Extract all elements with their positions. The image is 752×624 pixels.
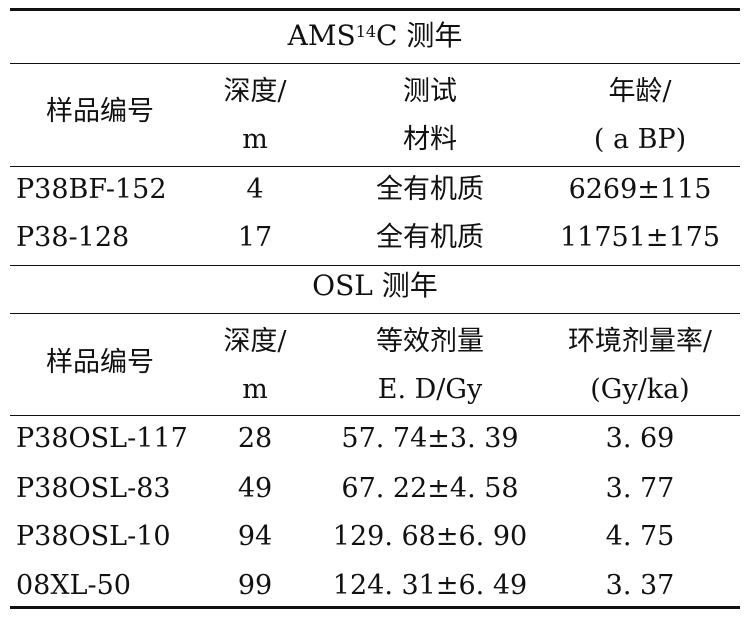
osl-title-top-rule: [10, 265, 740, 266]
table-row-age: 6269±115: [568, 174, 712, 205]
table-row-material: 全有机质: [376, 222, 484, 253]
osl-header-depth-1: 深度/: [223, 326, 287, 357]
table-row-sample: P38-128: [16, 222, 130, 253]
ams-header-age-2: ( a BP): [593, 124, 687, 155]
top-rule: [10, 8, 740, 11]
table-row-depth: 99: [237, 570, 273, 601]
table-row-depth: 94: [237, 521, 273, 552]
ams-title-prefix: AMS: [287, 19, 356, 52]
ams-title-superscript: 14: [355, 22, 377, 41]
table-row-depth: 17: [237, 222, 273, 253]
ams-header-material-1: 测试: [403, 76, 457, 107]
table-row-ed: 124. 31±6. 49: [332, 570, 528, 601]
table-row-rate: 3. 77: [605, 473, 675, 504]
ams-header-depth-1: 深度/: [223, 76, 287, 107]
table-row-sample: P38OSL-83: [16, 473, 171, 504]
table-row-sample: P38BF-152: [16, 174, 167, 205]
table-row-material: 全有机质: [376, 174, 484, 205]
ams-title-rule: [10, 63, 740, 64]
table-row-ed: 129. 68±6. 90: [332, 521, 528, 552]
osl-header-rule: [10, 415, 740, 416]
osl-header-ed-1: 等效剂量: [376, 326, 484, 357]
table-row-depth: 28: [237, 423, 273, 454]
ams-header-age-1: 年龄/: [608, 76, 672, 107]
osl-header-rate-2: (Gy/ka): [590, 374, 690, 405]
table-row-sample: 08XL-50: [16, 570, 131, 601]
osl-header-rate-1: 环境剂量率/: [567, 326, 713, 357]
ams-header-material-2: 材料: [403, 124, 457, 155]
ams-header-sample: 样品编号: [46, 96, 154, 127]
osl-header-sample: 样品编号: [46, 347, 154, 378]
table-row-age: 11751±175: [559, 222, 721, 253]
table-row-ed: 67. 22±4. 58: [341, 473, 519, 504]
osl-header-depth-2: m: [242, 374, 268, 405]
table-row-ed: 57. 74±3. 39: [341, 423, 519, 454]
table-row-rate: 3. 37: [605, 570, 675, 601]
ams-title-suffix: C 测年: [376, 19, 463, 52]
osl-header-ed-2: E. D/Gy: [377, 374, 483, 405]
ams-header-depth-2: m: [242, 124, 268, 155]
table-row-depth: 49: [237, 473, 273, 504]
osl-section-title: OSL 测年: [312, 269, 438, 302]
table-row-sample: P38OSL-117: [16, 423, 188, 454]
bottom-rule: [10, 606, 740, 609]
table-row-rate: 4. 75: [605, 521, 675, 552]
table-row-rate: 3. 69: [605, 423, 675, 454]
osl-title-rule: [10, 313, 740, 314]
ams-header-rule: [10, 166, 740, 167]
table-row-sample: P38OSL-10: [16, 521, 171, 552]
ams-section-title: AMS14C 测年: [10, 20, 740, 52]
table-row-depth: 4: [246, 174, 264, 205]
